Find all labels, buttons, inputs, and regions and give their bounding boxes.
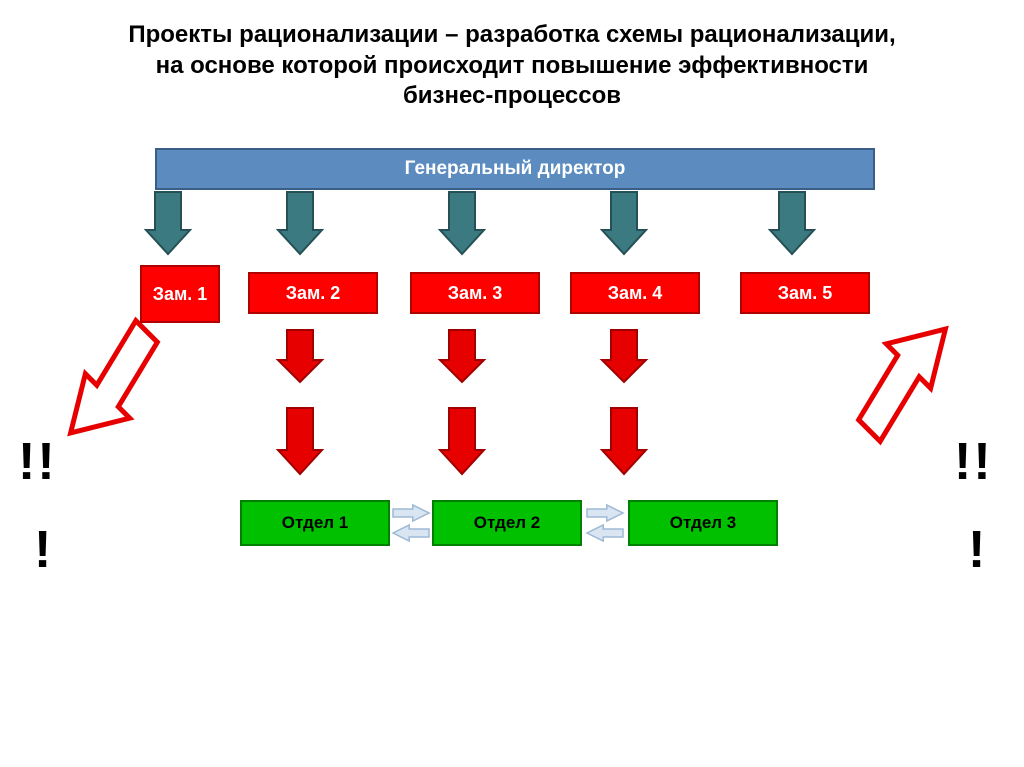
big-arrow-up-right-icon (858, 322, 953, 440)
exclamation-1: !! (18, 432, 57, 492)
exclamation-3: !! (954, 432, 993, 492)
big-arrow-down-left-icon (63, 322, 158, 440)
diagram-canvas: Проекты рационализации – разработка схем… (0, 0, 1024, 767)
exclamation-4: ! (968, 520, 987, 580)
exclamation-2: ! (34, 520, 53, 580)
